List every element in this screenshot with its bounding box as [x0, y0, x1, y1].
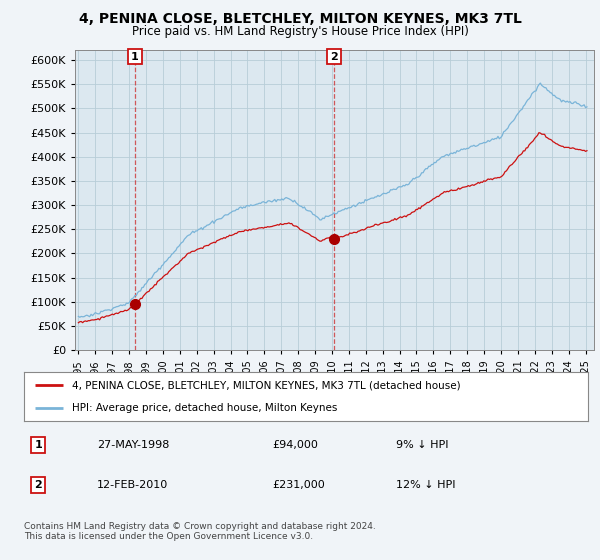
Text: £231,000: £231,000	[272, 479, 325, 489]
Text: 27-MAY-1998: 27-MAY-1998	[97, 440, 170, 450]
Text: 1: 1	[34, 440, 42, 450]
Text: 1: 1	[131, 52, 139, 62]
Text: 4, PENINA CLOSE, BLETCHLEY, MILTON KEYNES, MK3 7TL (detached house): 4, PENINA CLOSE, BLETCHLEY, MILTON KEYNE…	[72, 380, 461, 390]
Text: 12-FEB-2010: 12-FEB-2010	[97, 479, 169, 489]
Text: Price paid vs. HM Land Registry's House Price Index (HPI): Price paid vs. HM Land Registry's House …	[131, 25, 469, 38]
Text: 4, PENINA CLOSE, BLETCHLEY, MILTON KEYNES, MK3 7TL: 4, PENINA CLOSE, BLETCHLEY, MILTON KEYNE…	[79, 12, 521, 26]
Text: HPI: Average price, detached house, Milton Keynes: HPI: Average price, detached house, Milt…	[72, 403, 337, 413]
Text: £94,000: £94,000	[272, 440, 318, 450]
Text: 2: 2	[330, 52, 338, 62]
Text: 9% ↓ HPI: 9% ↓ HPI	[396, 440, 449, 450]
Text: 2: 2	[34, 479, 42, 489]
Text: Contains HM Land Registry data © Crown copyright and database right 2024.
This d: Contains HM Land Registry data © Crown c…	[24, 522, 376, 542]
Text: 12% ↓ HPI: 12% ↓ HPI	[396, 479, 456, 489]
